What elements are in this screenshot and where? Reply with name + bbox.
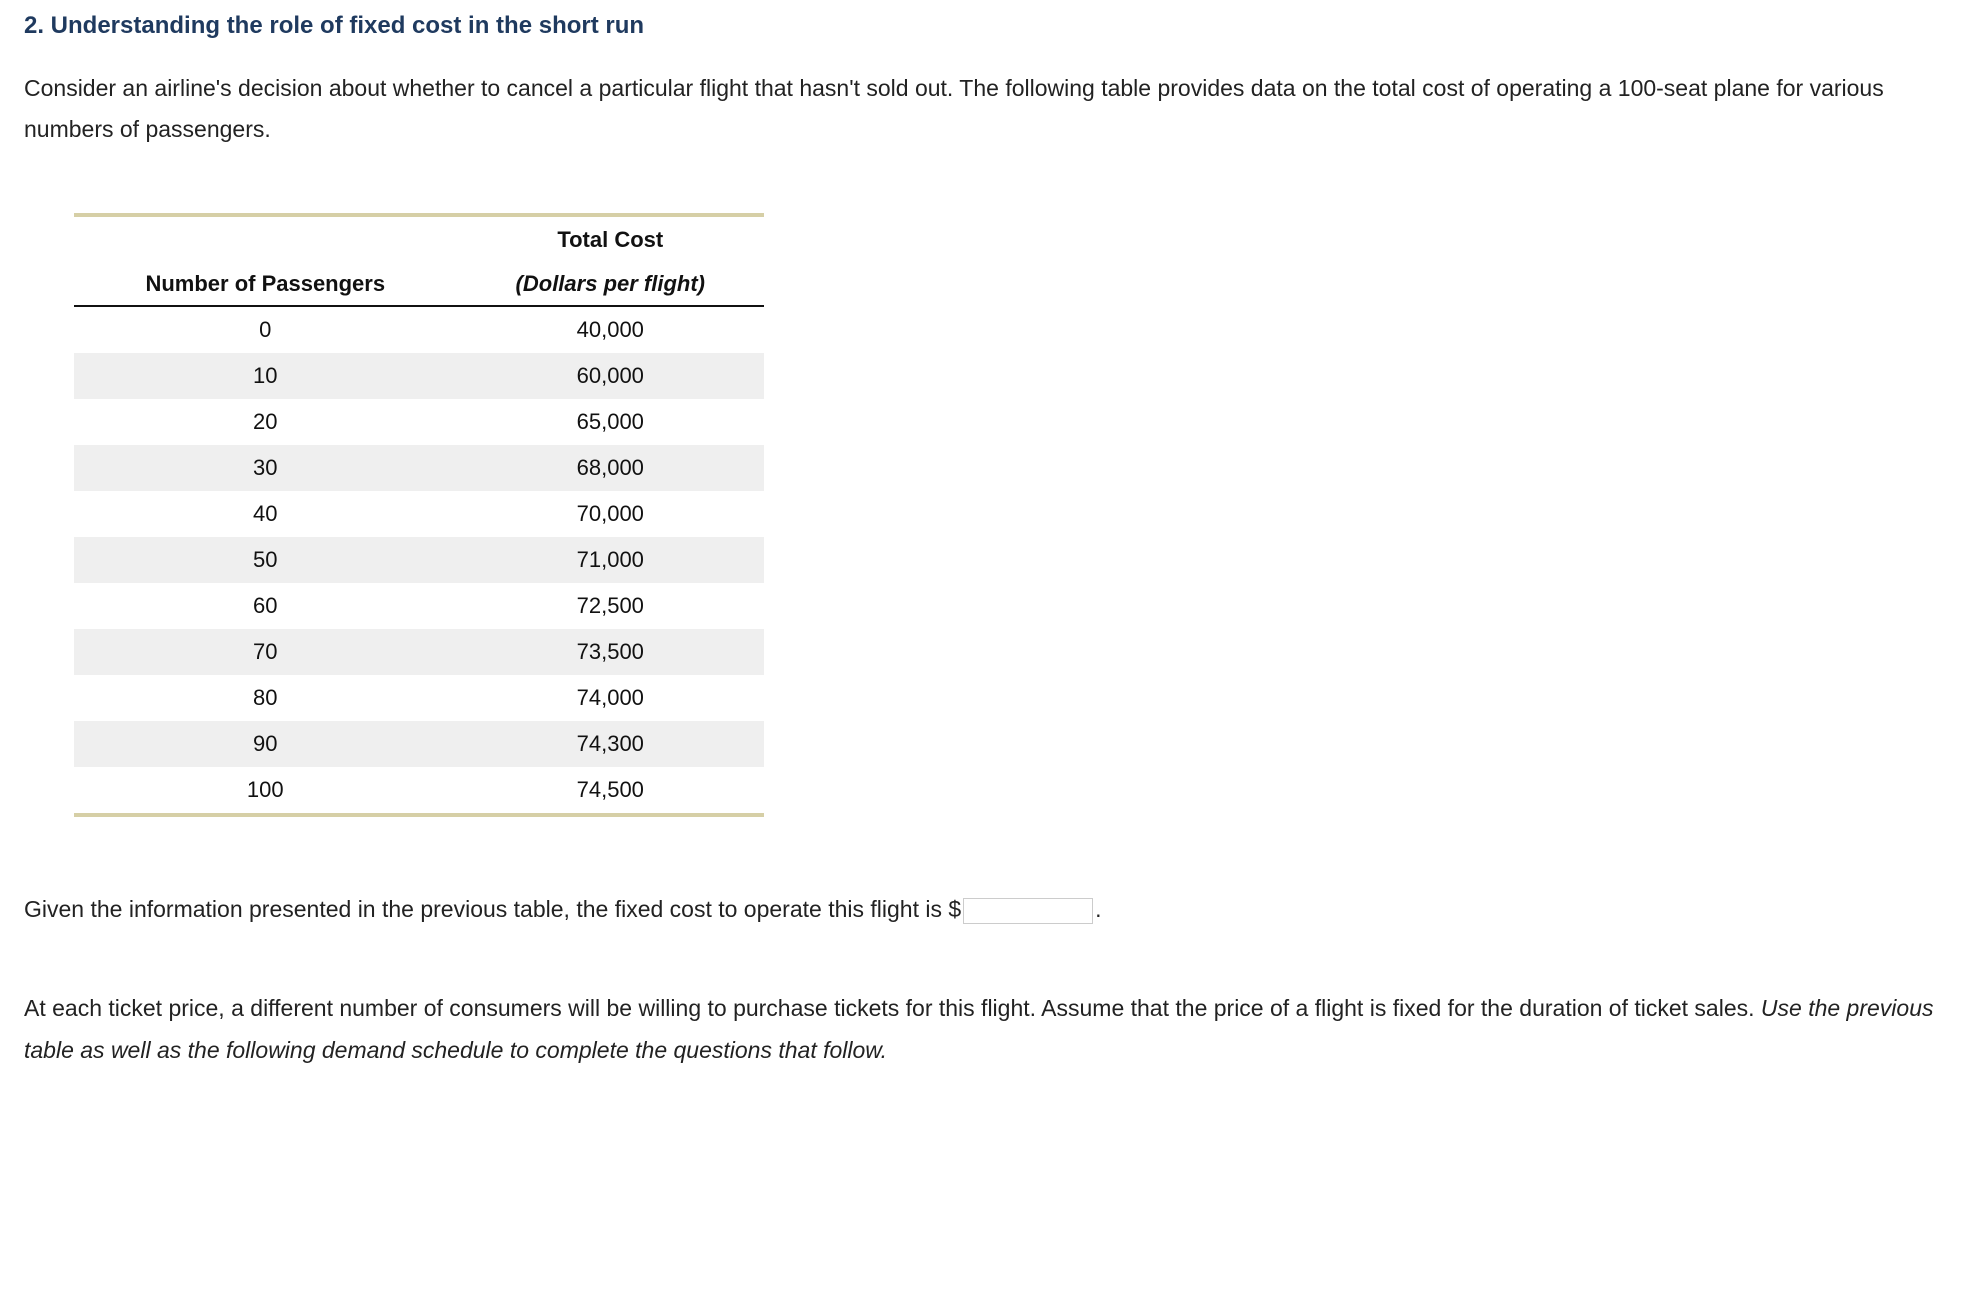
demand-paragraph: At each ticket price, a different number… (24, 988, 1946, 1071)
cell-cost: 74,000 (457, 675, 764, 721)
cost-table-container: Total Cost Number of Passengers (Dollars… (74, 213, 764, 817)
cell-cost: 68,000 (457, 445, 764, 491)
table-row: 1060,000 (74, 353, 764, 399)
cell-passengers: 100 (74, 767, 457, 813)
cell-passengers: 70 (74, 629, 457, 675)
cell-cost: 40,000 (457, 306, 764, 353)
question-heading: 2. Understanding the role of fixed cost … (24, 12, 1946, 40)
intro-paragraph: Consider an airline's decision about whe… (24, 68, 1946, 151)
table-rule-bottom (74, 813, 764, 817)
cell-cost: 60,000 (457, 353, 764, 399)
cell-passengers: 50 (74, 537, 457, 583)
cell-passengers: 60 (74, 583, 457, 629)
cell-cost: 74,300 (457, 721, 764, 767)
cost-table: Total Cost Number of Passengers (Dollars… (74, 217, 764, 813)
fixed-cost-sentence: Given the information presented in the p… (24, 889, 1946, 930)
spacer (24, 944, 1946, 988)
cost-table-body: 040,000 1060,000 2065,000 3068,000 4070,… (74, 306, 764, 813)
fixed-cost-text-after: . (1095, 896, 1101, 922)
table-row: 7073,500 (74, 629, 764, 675)
fixed-cost-input[interactable] (963, 898, 1093, 924)
fixed-cost-text-before: Given the information presented in the p… (24, 896, 961, 922)
cell-cost: 74,500 (457, 767, 764, 813)
table-row: 2065,000 (74, 399, 764, 445)
col2-header-top: Total Cost (457, 217, 764, 261)
cell-passengers: 20 (74, 399, 457, 445)
header-row-top: Total Cost (74, 217, 764, 261)
cell-passengers: 80 (74, 675, 457, 721)
cell-passengers: 0 (74, 306, 457, 353)
table-row: 4070,000 (74, 491, 764, 537)
cell-passengers: 30 (74, 445, 457, 491)
cell-cost: 71,000 (457, 537, 764, 583)
demand-text-plain: At each ticket price, a different number… (24, 995, 1761, 1021)
table-row: 040,000 (74, 306, 764, 353)
cell-cost: 70,000 (457, 491, 764, 537)
table-row: 6072,500 (74, 583, 764, 629)
col2-header-unit: (Dollars per flight) (457, 261, 764, 306)
cell-cost: 65,000 (457, 399, 764, 445)
table-row: 10074,500 (74, 767, 764, 813)
cell-cost: 73,500 (457, 629, 764, 675)
cost-table-head: Total Cost Number of Passengers (Dollars… (74, 217, 764, 306)
cell-passengers: 10 (74, 353, 457, 399)
cell-passengers: 90 (74, 721, 457, 767)
table-row: 8074,000 (74, 675, 764, 721)
table-row: 3068,000 (74, 445, 764, 491)
header-row-units: Number of Passengers (Dollars per flight… (74, 261, 764, 306)
col1-header-blank (74, 217, 457, 261)
cell-cost: 72,500 (457, 583, 764, 629)
cell-passengers: 40 (74, 491, 457, 537)
table-row: 9074,300 (74, 721, 764, 767)
table-row: 5071,000 (74, 537, 764, 583)
col1-header: Number of Passengers (74, 261, 457, 306)
